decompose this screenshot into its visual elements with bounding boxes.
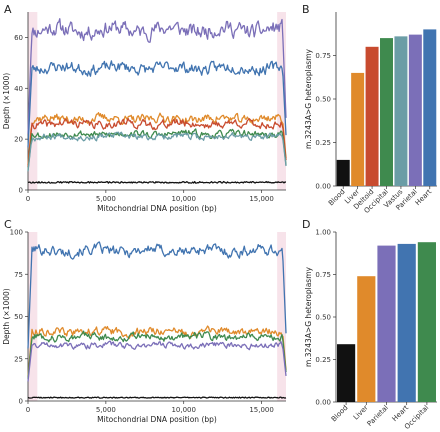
x-tick-label: 15,000 bbox=[249, 406, 274, 414]
x-tick-label: Parietal bbox=[366, 404, 390, 428]
y-tick-label: 0.75 bbox=[315, 271, 331, 279]
y-axis-label: Depth (×1000) bbox=[2, 73, 11, 130]
bar bbox=[397, 243, 416, 402]
x-axis-label: Mitochondrial DNA position (bp) bbox=[97, 204, 217, 213]
bar bbox=[394, 36, 408, 186]
panel-letter-d: D bbox=[302, 218, 310, 231]
series-line bbox=[27, 241, 287, 349]
bar bbox=[351, 72, 365, 186]
shaded-region bbox=[28, 232, 38, 401]
x-tick-label: 5,000 bbox=[96, 195, 116, 203]
bar bbox=[365, 46, 379, 186]
y-tick-label: 75 bbox=[14, 271, 23, 279]
series-line bbox=[27, 117, 287, 167]
panel-letter-c: C bbox=[4, 218, 12, 231]
y-tick-label: 0.25 bbox=[315, 356, 331, 364]
x-tick-label: Blood bbox=[330, 404, 350, 424]
panel-d-bar-chart: 0.00 0.25 0.50 0.75 1.00 m.3243A>G heteroplas… bbox=[304, 229, 437, 431]
series-line bbox=[27, 396, 287, 399]
bar bbox=[336, 159, 350, 186]
x-tick-label: 5,000 bbox=[96, 406, 116, 414]
y-tick-label: 25 bbox=[14, 355, 23, 363]
y-tick-label: 50 bbox=[14, 313, 23, 321]
y-tick-label: 0.50 bbox=[315, 96, 331, 104]
y-tick-label: 1.00 bbox=[315, 229, 331, 237]
y-tick-label: 0.25 bbox=[315, 139, 331, 147]
y-tick-label: 0 bbox=[19, 187, 23, 195]
series-line bbox=[27, 18, 287, 134]
bar bbox=[408, 34, 422, 187]
y-axis-label: Depth (×1000) bbox=[2, 288, 11, 345]
series-line bbox=[27, 60, 287, 148]
shaded-region bbox=[277, 232, 286, 401]
y-axis-label: m.3243A>G heteroplasmy bbox=[304, 48, 313, 148]
bar bbox=[337, 344, 356, 402]
bar bbox=[380, 38, 393, 186]
x-tick-label: 10,000 bbox=[171, 195, 196, 203]
x-tick-label: 10,000 bbox=[171, 406, 196, 414]
x-tick-label: Heart bbox=[414, 188, 434, 208]
y-tick-label: 20 bbox=[14, 136, 23, 144]
series-line bbox=[27, 131, 287, 172]
y-tick-label: 0 bbox=[19, 398, 23, 406]
shaded-region bbox=[28, 12, 38, 190]
y-tick-label: 0.50 bbox=[315, 314, 331, 322]
y-axis-label: m.3243A>G heteroplasmy bbox=[304, 266, 313, 366]
x-tick-label: Liver bbox=[352, 404, 370, 422]
series-line bbox=[27, 330, 287, 379]
x-axis-label: Mitochondrial DNA position (bp) bbox=[97, 415, 217, 424]
y-tick-label: 40 bbox=[14, 85, 23, 93]
panel-b-bar-chart: 0.00 0.25 0.50 0.75m.3243A>G heteroplasmy Bl… bbox=[304, 12, 437, 215]
x-tick-label: 0 bbox=[26, 406, 30, 414]
panel-letter-b: B bbox=[302, 3, 310, 16]
series-line bbox=[27, 128, 287, 171]
shaded-region bbox=[277, 12, 286, 190]
bar bbox=[377, 245, 396, 402]
y-tick-label: 0.00 bbox=[315, 183, 331, 191]
panel-letter-a: A bbox=[4, 3, 12, 16]
bar bbox=[357, 276, 376, 402]
bar bbox=[417, 242, 436, 402]
y-tick-label: 0.75 bbox=[315, 52, 331, 60]
x-tick-label: Blood bbox=[327, 188, 347, 208]
x-tick-label: 0 bbox=[26, 195, 30, 203]
series-line bbox=[27, 325, 287, 377]
y-tick-label: 100 bbox=[10, 229, 23, 237]
bar bbox=[423, 29, 437, 187]
x-tick-label: 15,000 bbox=[249, 195, 274, 203]
series-line bbox=[27, 340, 287, 382]
y-tick-label: 60 bbox=[14, 34, 23, 42]
series-line bbox=[27, 180, 287, 184]
y-tick-label: 0.00 bbox=[315, 399, 331, 407]
panel-c-depth-plot: 0 25 50 75 100 0 5,000 10,000 15,000 Mitochondria… bbox=[2, 229, 287, 424]
panel-a-depth-plot: 0 20 40 60 0 5,000 10,000 15,000 Mitochondrial D… bbox=[2, 12, 287, 213]
